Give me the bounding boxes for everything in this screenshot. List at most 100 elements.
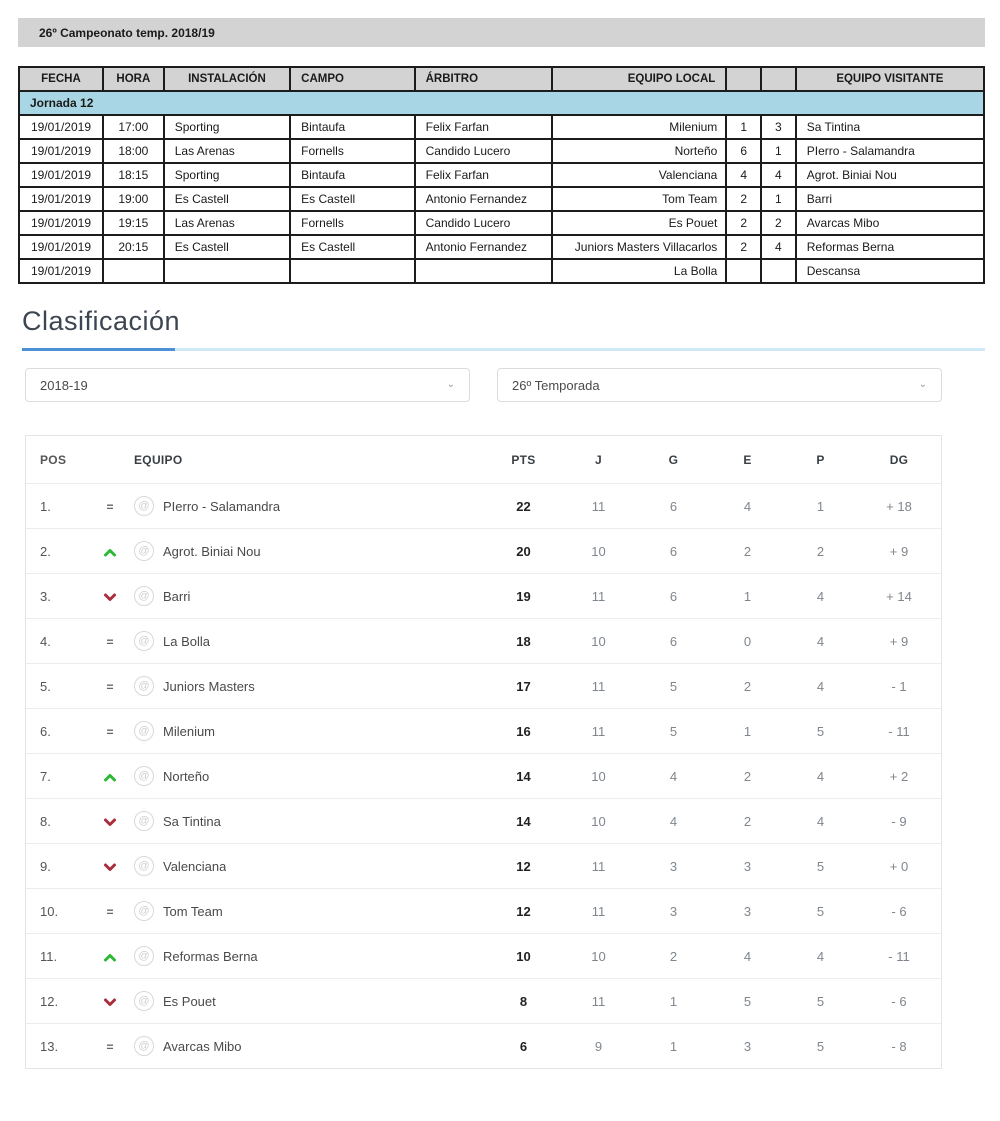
fixture-arbitro: Antonio Fernandez <box>413 234 553 260</box>
fixtures-header-row: FECHA HORA INSTALACIÓN CAMPO ÁRBITRO EQU… <box>18 66 986 92</box>
trend-cell: = <box>86 634 134 649</box>
played-value: 11 <box>591 858 606 874</box>
col-header-fecha: FECHA <box>18 66 104 92</box>
won-value: 6 <box>669 588 678 604</box>
team-link[interactable]: Juniors Masters <box>163 678 255 694</box>
lost-value: 4 <box>816 588 825 604</box>
position-number: 3. <box>40 588 51 604</box>
championship-title-bar: 26º Campeonato temp. 2018/19 <box>18 18 985 47</box>
goal-diff-value: - 11 <box>888 948 910 964</box>
drawn-value: 1 <box>743 723 752 739</box>
fixture-instalacion: Sporting <box>162 114 292 140</box>
played-value: 11 <box>591 723 606 739</box>
fixture-equipo-visitante: Agrot. Biniai Nou <box>794 162 986 188</box>
lost-value: 4 <box>816 633 825 649</box>
team-link[interactable]: Agrot. Biniai Nou <box>163 543 261 559</box>
team-link[interactable]: Tom Team <box>163 903 223 919</box>
team-cell: @ Tom Team <box>134 901 486 921</box>
standings-row: 4. = @ La Bolla 18 10 6 0 4 + 9 <box>26 618 941 663</box>
trend-cell: = <box>86 679 134 694</box>
position-number: 9. <box>40 858 51 874</box>
lost-value: 5 <box>816 993 825 1009</box>
won-value: 6 <box>669 498 678 514</box>
fixture-score-visitante: 4 <box>760 234 797 260</box>
standings-row: 13. = @ Avarcas Mibo 6 9 1 3 5 - 8 <box>26 1023 941 1068</box>
position-number: 2. <box>40 543 51 559</box>
fixture-equipo-local: Valenciana <box>550 162 728 188</box>
temporada-select[interactable]: 26º Temporada ⌄ <box>497 368 942 402</box>
position-number: 13. <box>40 1038 59 1054</box>
played-value: 11 <box>591 498 606 514</box>
fixtures-table: FECHA HORA INSTALACIÓN CAMPO ÁRBITRO EQU… <box>18 66 986 284</box>
team-logo-icon: @ <box>134 541 154 561</box>
fixture-arbitro <box>413 258 553 284</box>
fixture-campo: Bintaufa <box>289 162 416 188</box>
goal-diff-value: - 11 <box>888 723 910 739</box>
fixture-row: 19/01/2019 19:15 Las Arenas Fornells Can… <box>18 210 986 236</box>
points-value: 20 <box>516 543 531 559</box>
trend-cell: = <box>86 994 134 1009</box>
goal-diff-value: + 2 <box>889 768 909 784</box>
fixture-row: 19/01/2019 17:00 Sporting Bintaufa Felix… <box>18 114 986 140</box>
fixture-row: 19/01/2019 20:15 Es Castell Es Castell A… <box>18 234 986 260</box>
team-link[interactable]: Norteño <box>163 768 210 784</box>
points-value: 14 <box>516 813 531 829</box>
standings-body: 1. = @ PIerro - Salamandra 22 11 6 4 1 +… <box>26 483 941 1068</box>
season-select[interactable]: 2018-19 ⌄ <box>25 368 470 402</box>
standings-row: 10. = @ Tom Team 12 11 3 3 5 - 6 <box>26 888 941 933</box>
trend-cell: = <box>86 544 134 559</box>
team-link[interactable]: Barri <box>163 588 191 604</box>
drawn-value: 5 <box>743 993 752 1009</box>
fixture-score-local: 2 <box>725 186 763 212</box>
col-header-g: G <box>668 452 679 467</box>
played-value: 10 <box>591 768 606 784</box>
team-logo-icon: @ <box>134 586 154 606</box>
team-link[interactable]: Es Pouet <box>163 993 216 1009</box>
clasificacion-heading: Clasificación <box>22 306 181 336</box>
points-value: 18 <box>516 633 531 649</box>
team-link[interactable]: Milenium <box>163 723 216 739</box>
standings-row: 1. = @ PIerro - Salamandra 22 11 6 4 1 +… <box>26 483 941 528</box>
trend-cell: = <box>86 904 134 919</box>
fixture-hora: 20:15 <box>101 234 165 260</box>
temporada-select-value: 26º Temporada <box>512 377 600 393</box>
played-value: 10 <box>591 813 606 829</box>
fixture-instalacion: Es Castell <box>162 234 292 260</box>
fixture-score-local: 6 <box>725 138 763 164</box>
drawn-value: 2 <box>743 768 752 784</box>
col-header-pts: PTS <box>511 452 536 467</box>
lost-value: 5 <box>816 723 825 739</box>
points-value: 10 <box>516 948 531 964</box>
played-value: 11 <box>591 588 606 604</box>
played-value: 9 <box>594 1038 603 1054</box>
position-number: 6. <box>40 723 51 739</box>
won-value: 6 <box>669 633 678 649</box>
fixture-arbitro: Felix Farfan <box>413 114 553 140</box>
fixtures-tbody: Jornada 12 19/01/2019 17:00 Sporting Bin… <box>18 90 986 284</box>
won-value: 6 <box>669 543 678 559</box>
trend-cell: = <box>86 769 134 784</box>
fixture-score-local: 4 <box>725 162 763 188</box>
lost-value: 5 <box>816 1038 825 1054</box>
team-logo-icon: @ <box>134 991 154 1011</box>
team-cell: @ PIerro - Salamandra <box>134 496 486 516</box>
team-cell: @ Barri <box>134 586 486 606</box>
team-link[interactable]: Valenciana <box>163 858 227 874</box>
drawn-value: 2 <box>743 678 752 694</box>
team-link[interactable]: Avarcas Mibo <box>163 1038 242 1054</box>
team-link[interactable]: Sa Tintina <box>163 813 221 829</box>
team-link[interactable]: PIerro - Salamandra <box>163 498 281 514</box>
team-link[interactable]: Reformas Berna <box>163 948 258 964</box>
team-cell: @ Valenciana <box>134 856 486 876</box>
trend-cell: = <box>86 1039 134 1054</box>
trend-same-icon: = <box>106 679 114 694</box>
fixture-score-visitante: 2 <box>760 210 797 236</box>
lost-value: 5 <box>816 903 825 919</box>
lost-value: 4 <box>816 813 825 829</box>
team-link[interactable]: La Bolla <box>163 633 210 649</box>
fixture-campo <box>289 258 416 284</box>
fixture-campo: Fornells <box>289 138 416 164</box>
fixture-hora: 18:15 <box>101 162 165 188</box>
fixture-fecha: 19/01/2019 <box>18 114 104 140</box>
position-number: 8. <box>40 813 51 829</box>
